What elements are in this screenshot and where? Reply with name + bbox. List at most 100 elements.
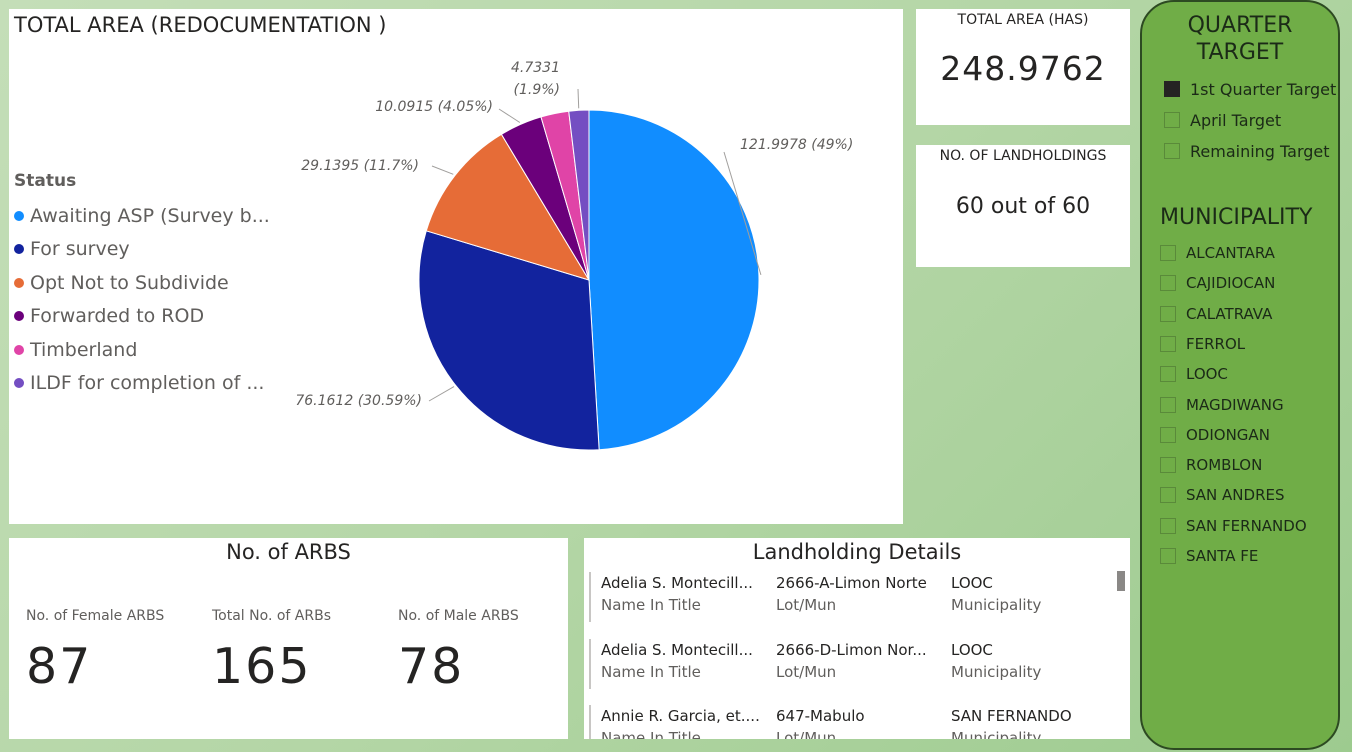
municipality-option[interactable]: ALCANTARA — [1160, 243, 1275, 263]
municipality-value: LOOC — [951, 574, 993, 592]
arbs-title: No. of ARBS — [226, 540, 351, 564]
checkbox[interactable] — [1160, 245, 1176, 261]
checkbox[interactable] — [1164, 81, 1180, 97]
checkbox[interactable] — [1160, 426, 1176, 443]
municipality-option[interactable]: LOOC — [1160, 364, 1228, 384]
total-area-card: TOTAL AREA (HAS) 248.9762 — [916, 9, 1130, 125]
list-item[interactable]: Annie R. Garcia, et.... Name In Title 647… — [589, 705, 1109, 739]
checkbox[interactable] — [1160, 366, 1176, 383]
municipality-option[interactable]: CALATRAVA — [1160, 304, 1272, 324]
pie-slice[interactable] — [418, 230, 600, 451]
lot-value: 647-Mabulo — [776, 707, 865, 725]
lot-label: Lot/Mun — [776, 663, 837, 681]
municipality-option-label: CALATRAVA — [1186, 304, 1273, 323]
legend-label: Forwarded to ROD — [30, 305, 205, 328]
legend-dot — [14, 344, 24, 355]
municipality-option[interactable]: ROMBLON — [1160, 455, 1262, 475]
legend-dot — [14, 311, 24, 322]
quarter-option[interactable]: Remaining Target — [1164, 141, 1330, 161]
list-item[interactable]: Adelia S. Montecill... Name In Title 2666… — [589, 572, 1109, 622]
checkbox[interactable] — [1160, 457, 1176, 474]
landholdings-card: NO. OF LANDHOLDINGS 60 out of 60 — [916, 145, 1130, 267]
quarter-option[interactable]: 1st Quarter Target — [1164, 79, 1336, 99]
municipality-option-label: LOOC — [1186, 365, 1228, 384]
municipality-title: MUNICIPALITY — [1160, 205, 1313, 230]
pie-slice[interactable] — [568, 109, 590, 281]
pie-chart: 121.9978 (49%) 76.1612 (30.59%) 29.1395 (1… — [295, 60, 853, 451]
legend-item-timberland[interactable]: Timberland — [14, 333, 270, 367]
checkbox[interactable] — [1160, 275, 1176, 292]
leader-line — [723, 151, 762, 276]
legend-dot — [14, 378, 24, 389]
landholdings-label: NO. OF LANDHOLDINGS — [939, 148, 1107, 164]
legend-item-opt-not-to-subdivide[interactable]: Opt Not to Subdivide — [14, 266, 270, 300]
legend-label: Awaiting ASP (Survey b... — [30, 204, 270, 227]
municipality-option[interactable]: CAJIDIOCAN — [1160, 273, 1275, 293]
municipality-cell: LOOC Municipality — [951, 639, 1116, 683]
legend-label: ILDF for completion of ... — [30, 372, 265, 395]
name-value: Adelia S. Montecill... — [601, 574, 753, 592]
legend-title: Status — [14, 171, 77, 191]
name-cell: Annie R. Garcia, et.... Name In Title — [601, 705, 766, 739]
quarter-option-label: 1st Quarter Target — [1190, 79, 1337, 99]
name-label: Name In Title — [601, 729, 701, 739]
name-cell: Adelia S. Montecill... Name In Title — [601, 572, 766, 616]
name-label: Name In Title — [601, 663, 701, 681]
municipality-option[interactable]: SAN ANDRES — [1160, 485, 1285, 505]
legend-label: Opt Not to Subdivide — [30, 271, 229, 294]
municipality-option[interactable]: ODIONGAN — [1160, 425, 1270, 445]
pie-slice[interactable] — [588, 109, 760, 451]
checkbox[interactable] — [1160, 305, 1176, 322]
male-arbs-label: No. of Male ARBS — [398, 608, 519, 624]
scrollbar[interactable] — [1117, 571, 1125, 591]
name-value: Adelia S. Montecill... — [601, 641, 753, 659]
municipality-option-label: ODIONGAN — [1186, 425, 1270, 444]
chart-legend: Status Awaiting ASP (Survey b... For sur… — [14, 171, 270, 400]
legend-item-awaiting-asp[interactable]: Awaiting ASP (Survey b... — [14, 199, 270, 233]
lot-value: 2666-D-Limon Nor... — [776, 641, 927, 659]
checkbox[interactable] — [1160, 335, 1176, 352]
total-area-value: 248.9762 — [940, 49, 1106, 88]
data-label: 10.0915 (4.05%) — [375, 99, 493, 115]
municipality-option-label: SAN ANDRES — [1186, 486, 1285, 505]
landholding-details-card: Landholding Details Adelia S. Montecill.… — [584, 538, 1130, 739]
municipality-option[interactable]: SANTA FE — [1160, 546, 1258, 566]
legend-item-for-survey[interactable]: For survey — [14, 233, 270, 267]
legend-dot — [14, 210, 24, 221]
lot-label: Lot/Mun — [776, 596, 837, 614]
quarter-option[interactable]: April Target — [1164, 110, 1281, 130]
lot-value: 2666-A-Limon Norte — [776, 574, 927, 592]
landholdings-value: 60 out of 60 — [955, 194, 1091, 219]
name-value: Annie R. Garcia, et.... — [601, 707, 760, 725]
checkbox[interactable] — [1160, 487, 1176, 504]
pie-slice[interactable] — [425, 133, 591, 281]
municipality-label: Municipality — [951, 729, 1042, 739]
municipality-option[interactable]: SAN FERNANDO — [1160, 516, 1307, 536]
male-arbs-value: 78 — [398, 638, 465, 695]
checkbox[interactable] — [1160, 396, 1176, 413]
legend-item-forwarded-to-rod[interactable]: Forwarded to ROD — [14, 300, 270, 334]
municipality-option[interactable]: FERROL — [1160, 334, 1245, 354]
female-arbs-stat: No. of Female ARBS 87 — [26, 608, 164, 695]
checkbox[interactable] — [1160, 517, 1176, 534]
checkbox[interactable] — [1160, 548, 1176, 564]
municipality-option-label: MAGDIWANG — [1186, 395, 1284, 414]
list-item[interactable]: Adelia S. Montecill... Name In Title 2666… — [589, 639, 1109, 689]
municipality-option[interactable]: MAGDIWANG — [1160, 395, 1284, 415]
total-arbs-value: 165 — [212, 638, 312, 695]
checkbox[interactable] — [1164, 143, 1180, 159]
female-arbs-label: No. of Female ARBS — [26, 608, 165, 624]
municipality-option-label: FERROL — [1186, 334, 1246, 353]
municipality-option-label: ALCANTARA — [1186, 244, 1275, 262]
leader-line — [431, 165, 454, 175]
quarter-title-line1: QUARTER — [1187, 13, 1293, 38]
chart-title: TOTAL AREA (REDOCUMENTATION ) — [14, 13, 387, 37]
legend-item-ildf[interactable]: ILDF for completion of ... — [14, 367, 270, 401]
data-label: 29.1395 (11.7%) — [301, 158, 419, 174]
male-arbs-stat: No. of Male ARBS 78 — [398, 608, 519, 695]
checkbox[interactable] — [1164, 112, 1180, 128]
quarter-target-title: QUARTER TARGET — [1142, 12, 1338, 66]
municipality-option-label: ROMBLON — [1186, 456, 1263, 475]
lot-cell: 2666-D-Limon Nor... Lot/Mun — [776, 639, 941, 683]
lot-label: Lot/Mun — [776, 729, 837, 739]
